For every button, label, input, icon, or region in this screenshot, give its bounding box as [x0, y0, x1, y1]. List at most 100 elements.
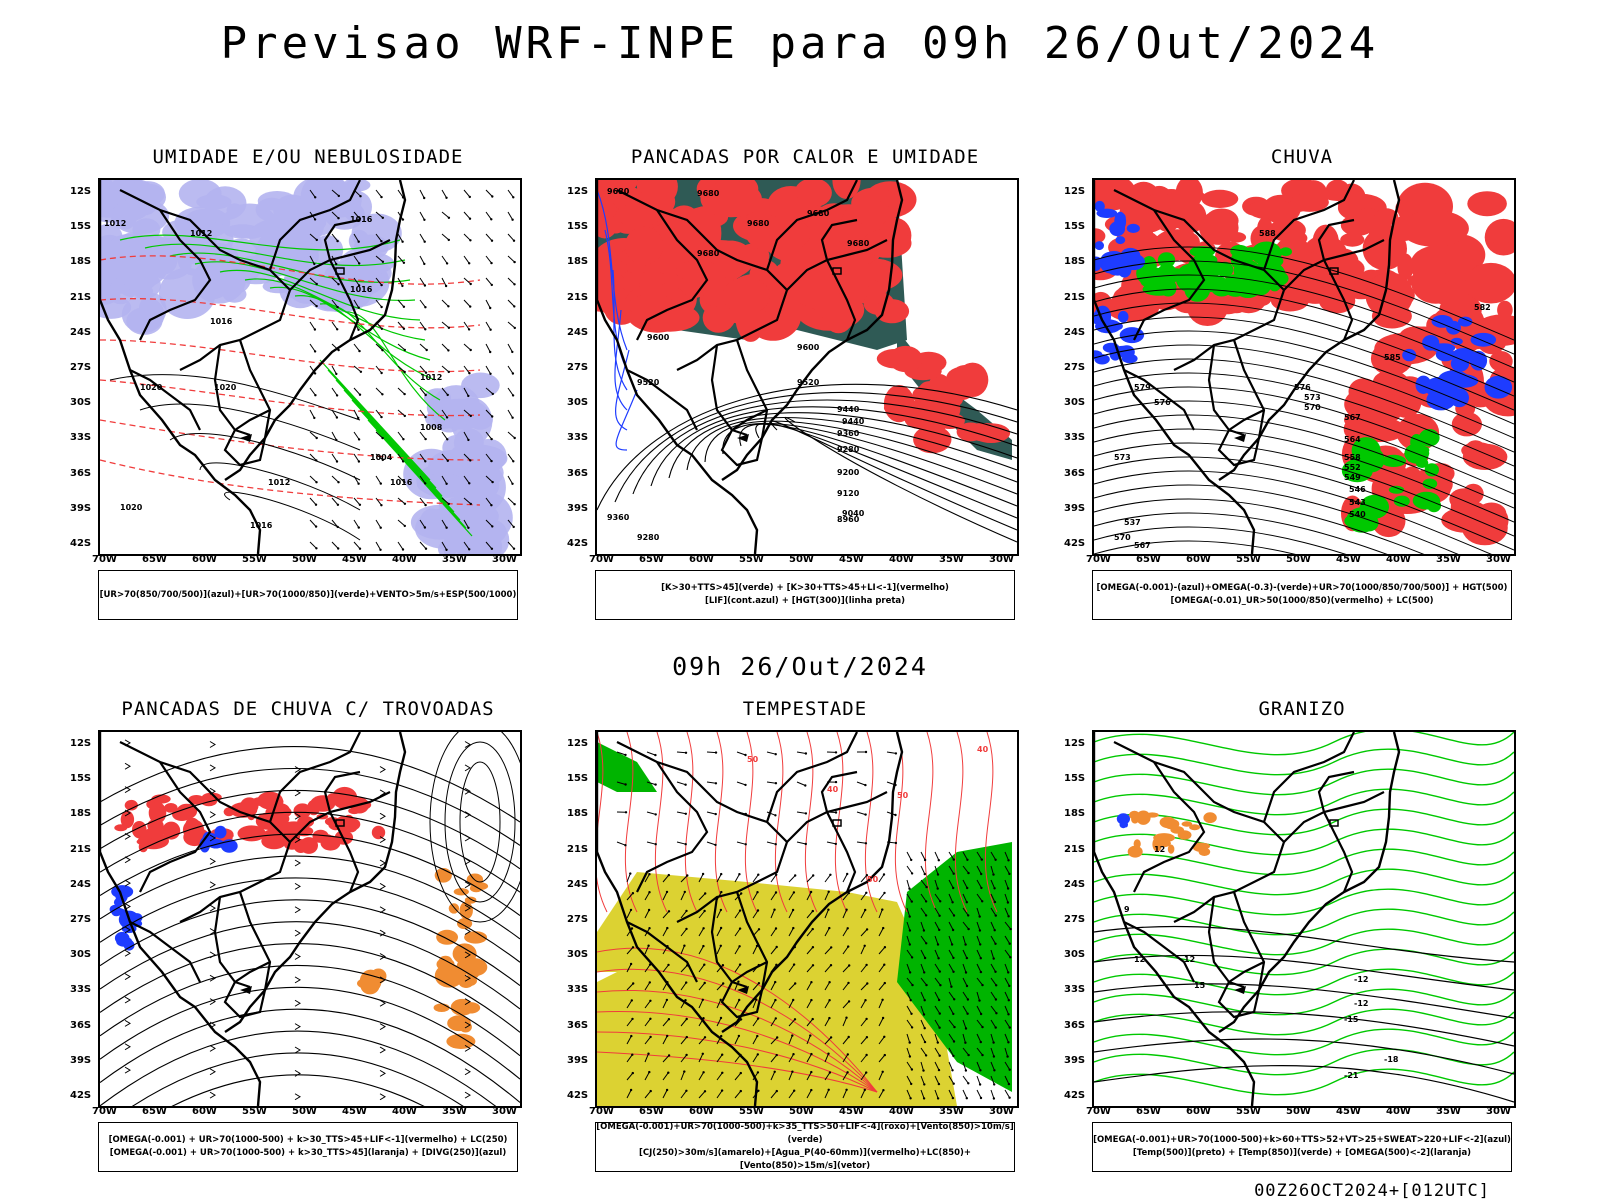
lon-tick-label: 65W: [639, 554, 664, 565]
contour-label: 582: [1474, 303, 1491, 312]
panel-title: UMIDADE E/OU NEBULOSIDADE: [78, 146, 538, 168]
lon-tick-label: 70W: [589, 554, 614, 565]
lon-tick-label: 70W: [92, 1106, 117, 1117]
lon-tick-label: 30W: [1486, 1106, 1511, 1117]
lat-tick-label: 15S: [1064, 221, 1085, 232]
lat-tick-label: 27S: [567, 914, 588, 925]
lat-tick-label: 24S: [567, 327, 588, 338]
lon-tick-label: 55W: [242, 1106, 267, 1117]
lon-tick-label: 45W: [839, 554, 864, 565]
panel-title: PANCADAS POR CALOR E UMIDADE: [575, 146, 1035, 168]
lon-tick-label: 70W: [589, 1106, 614, 1117]
legend-line: [CJ(250)>30m/s](amarelo)+[Agua_P(40-60mm…: [596, 1147, 1014, 1173]
lon-tick-label: 70W: [92, 554, 117, 565]
contour-label: 1012: [268, 478, 290, 487]
contour-label: 1012: [420, 373, 442, 382]
map-panel: [98, 730, 522, 1108]
contour-label: 570: [1304, 403, 1321, 412]
lon-tick-label: 35W: [1436, 1106, 1461, 1117]
lat-tick-label: 42S: [1064, 538, 1085, 549]
lon-tick-label: 35W: [1436, 554, 1461, 565]
lat-tick-label: 33S: [567, 984, 588, 995]
contour-label: 9440: [842, 417, 865, 426]
lat-tick-label: 30S: [1064, 397, 1085, 408]
lat-tick-label: 39S: [70, 503, 91, 514]
lat-tick-label: 33S: [70, 984, 91, 995]
lat-tick-label: 36S: [70, 1020, 91, 1031]
lat-tick-label: 36S: [1064, 468, 1085, 479]
lon-tick-label: 65W: [639, 1106, 664, 1117]
legend-line: [LIF](cont.azul) + [HGT(300)](linha pret…: [596, 595, 1014, 608]
forecast-time-label: 09h 26/Out/2024: [0, 652, 1600, 681]
lat-tick-label: 15S: [567, 773, 588, 784]
lon-tick-label: 60W: [689, 554, 714, 565]
contour-label: 40: [977, 745, 989, 754]
legend-line: [UR>70(850/700/500)](azul)+[UR>70(1000/8…: [99, 589, 517, 602]
legend-line: [K>30+TTS>45](verde) + [K>30+TTS>45+LI<-…: [596, 582, 1014, 595]
legend-line: [OMEGA(-0.001)-(azul)+OMEGA(-0.3)-(verde…: [1093, 582, 1511, 595]
panel-title: TEMPESTADE: [575, 698, 1035, 720]
lon-tick-label: 50W: [1286, 1106, 1311, 1117]
lat-tick-label: 42S: [70, 1090, 91, 1101]
contour-label: 9120: [837, 489, 860, 498]
lon-tick-label: 55W: [1236, 554, 1261, 565]
contour-label: 1020: [140, 383, 163, 392]
contour-label: 558: [1344, 453, 1361, 462]
lat-tick-label: 21S: [567, 844, 588, 855]
panel-title: CHUVA: [1072, 146, 1532, 168]
contour-label: -15: [1344, 1015, 1359, 1024]
contour-label: 1016: [390, 478, 413, 487]
contour-label: 1020: [214, 383, 237, 392]
lat-tick-label: 42S: [70, 538, 91, 549]
contour-label: -21: [1344, 1071, 1359, 1080]
panel-title: GRANIZO: [1072, 698, 1532, 720]
lat-tick-label: 27S: [1064, 362, 1085, 373]
contour-label: 9680: [607, 187, 630, 196]
contour-label: 552: [1344, 463, 1361, 472]
lon-tick-label: 45W: [342, 554, 367, 565]
lat-tick-label: 27S: [70, 914, 91, 925]
lon-tick-label: 70W: [1086, 1106, 1111, 1117]
contour-label: 9200: [837, 468, 860, 477]
lat-tick-label: 33S: [1064, 432, 1085, 443]
lat-tick-label: 18S: [70, 808, 91, 819]
lat-tick-label: 33S: [1064, 984, 1085, 995]
contour-label: 579: [1134, 383, 1151, 392]
contour-label: 546: [1349, 485, 1366, 494]
lon-tick-label: 50W: [1286, 554, 1311, 565]
lat-tick-label: 30S: [567, 397, 588, 408]
lat-tick-label: 12S: [1064, 186, 1085, 197]
contour-label: 543: [1349, 498, 1366, 507]
contour-label: 537: [1124, 518, 1141, 527]
lat-tick-label: 15S: [1064, 773, 1085, 784]
contour-label: 9280: [837, 445, 860, 454]
lon-tick-label: 40W: [1386, 1106, 1411, 1117]
lon-tick-label: 65W: [142, 1106, 167, 1117]
contour-label: 9520: [637, 378, 660, 387]
contour-label: 50: [747, 755, 759, 764]
contour-label: -18: [1384, 1055, 1399, 1064]
contour-label: 40: [827, 785, 839, 794]
lon-tick-label: 30W: [492, 554, 517, 565]
legend-line: [OMEGA(-0.001)+UR>70(1000-500)+k>35_TTS>…: [596, 1121, 1014, 1147]
lat-tick-label: 15S: [70, 773, 91, 784]
lat-tick-label: 36S: [1064, 1020, 1085, 1031]
lat-tick-label: 42S: [567, 1090, 588, 1101]
contour-label: 9360: [607, 513, 630, 522]
contour-label: 576: [1294, 383, 1311, 392]
contour-label: 1016: [250, 521, 273, 530]
contour-label: 12: [1134, 955, 1145, 964]
lon-tick-label: 50W: [292, 1106, 317, 1117]
lat-tick-label: 21S: [70, 844, 91, 855]
contour-label: 9600: [797, 343, 820, 352]
lon-tick-label: 50W: [789, 1106, 814, 1117]
contour-label: 576: [1154, 398, 1171, 407]
lat-tick-label: 42S: [1064, 1090, 1085, 1101]
lon-tick-label: 55W: [739, 1106, 764, 1117]
lat-tick-label: 18S: [567, 808, 588, 819]
legend-line: [Temp(500)](preto) + [Temp(850)](verde) …: [1093, 1147, 1511, 1160]
lat-tick-label: 12S: [70, 186, 91, 197]
panel-title: PANCADAS DE CHUVA C/ TROVOADAS: [78, 698, 538, 720]
contour-label: 573: [1114, 453, 1131, 462]
